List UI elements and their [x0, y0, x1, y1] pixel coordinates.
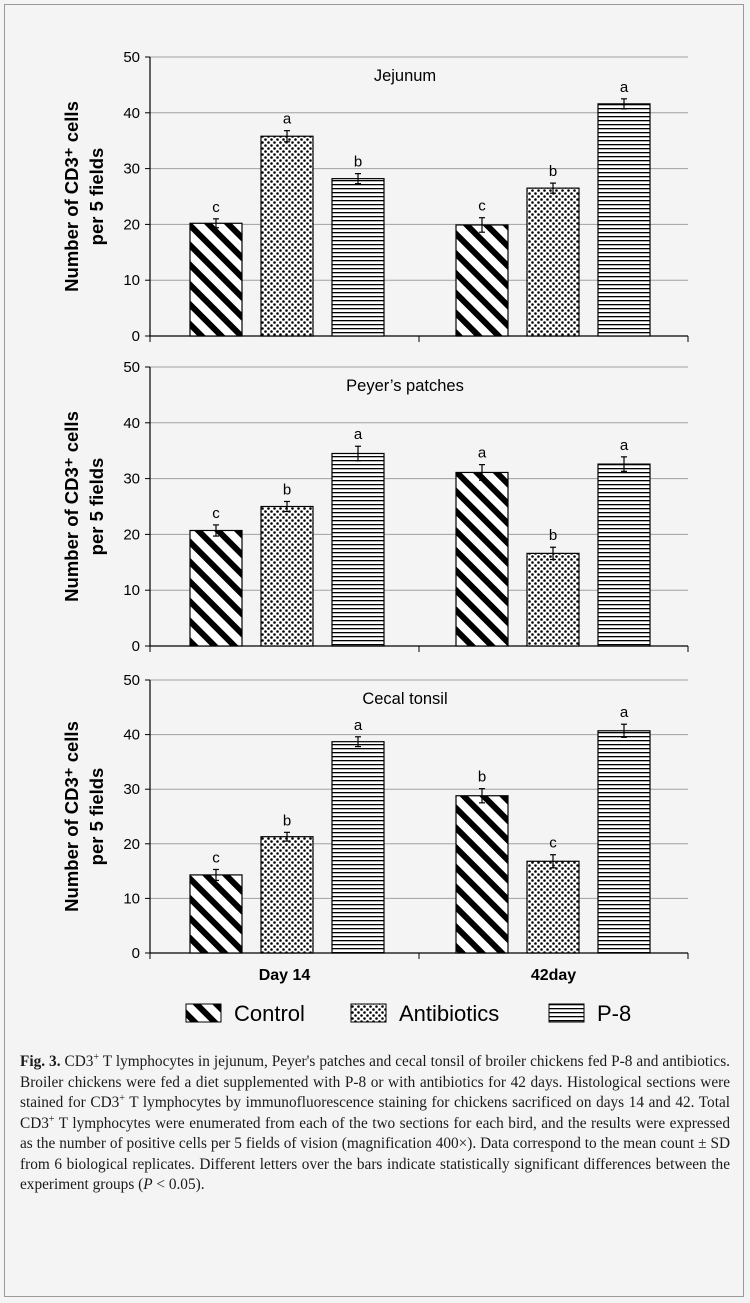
y-tick-label: 50: [123, 672, 140, 689]
y-axis-label: Number of CD3⁺ cells per 5 fields: [61, 411, 107, 602]
caption-p: P: [143, 1176, 153, 1193]
figure-caption: Fig. 3. CD3+ T lymphocytes in jejunum, P…: [20, 1052, 730, 1196]
caption-text-1: CD3: [60, 1053, 94, 1070]
chart-title: Jejunum: [374, 67, 436, 85]
y-tick-label: 50: [123, 359, 140, 376]
chart-panel-1: 0 10 20 30 40 50 Jejunum Number of CD3⁺ cells pe…: [61, 49, 689, 345]
significance-letter: b: [283, 812, 291, 829]
y-tick-label: 10: [123, 582, 140, 599]
legend-label: Control: [234, 1001, 305, 1026]
y-tick-label: 30: [123, 471, 140, 488]
significance-letter: a: [620, 79, 629, 96]
y-tick-label: 20: [123, 836, 140, 853]
significance-letter: a: [478, 445, 487, 462]
y-tick-label: 40: [123, 105, 140, 122]
chart-panel-3: 0 10 20 30 40 50 Cecal tonsil Number of CD3⁺ ce…: [61, 672, 689, 962]
bar-p-8: [331, 741, 385, 954]
bar-control: [455, 471, 509, 647]
y-axis-label-line-2: per 5 fields: [86, 148, 107, 246]
y-axis-label-line-1: Number of CD3⁺ cells: [61, 101, 82, 292]
y-tick-label: 40: [123, 727, 140, 744]
legend-item-p-8: P-8: [548, 1001, 631, 1026]
caption-label: Fig. 3.: [20, 1053, 61, 1070]
significance-letter: a: [354, 426, 363, 443]
significance-letter: c: [549, 835, 557, 852]
bar-antibiotics: [526, 187, 580, 337]
bar-p-8: [597, 730, 651, 954]
bar-p-8: [331, 452, 385, 647]
bar-p-8: [331, 178, 385, 337]
legend-swatch: [548, 1003, 585, 1023]
y-axis-label: Number of CD3⁺ cells per 5 fields: [61, 721, 107, 912]
caption-sup-3: +: [48, 1113, 55, 1125]
figure-frame: [4, 4, 744, 1297]
y-tick-label: 50: [123, 49, 140, 66]
y-tick-label: 0: [132, 945, 140, 962]
significance-letter: b: [549, 163, 557, 180]
significance-letter: a: [354, 717, 363, 734]
y-tick-label: 0: [132, 328, 140, 345]
significance-letter: a: [283, 111, 292, 128]
legend-swatch: [350, 1003, 387, 1023]
legend-swatch: [185, 1003, 222, 1023]
significance-letter: c: [212, 199, 220, 216]
caption-text-4: T lymphocytes were enumerated from each …: [20, 1114, 730, 1194]
y-tick-label: 10: [123, 272, 140, 289]
chart-title: Peyer’s patches: [346, 377, 464, 395]
bar-p-8: [597, 103, 651, 337]
x-category-label: 42day: [531, 967, 576, 984]
significance-letter: b: [478, 769, 486, 786]
caption-text-2: T lymphocytes in jejunum, Peyer's patche…: [20, 1053, 730, 1111]
y-axis-label-line-1: Number of CD3⁺ cells: [61, 411, 82, 602]
chart-title: Cecal tonsil: [362, 690, 447, 708]
significance-letter: a: [620, 437, 629, 454]
significance-letter: b: [549, 527, 557, 544]
bar-control: [189, 874, 243, 954]
bar-control: [455, 795, 509, 954]
significance-letter: c: [212, 849, 220, 866]
bar-control: [189, 222, 243, 337]
legend-label: Antibiotics: [399, 1001, 499, 1026]
significance-letter: a: [620, 704, 629, 721]
x-category-label: Day 14: [259, 967, 311, 984]
bar-antibiotics: [526, 860, 580, 954]
legend-label: P-8: [597, 1001, 631, 1026]
significance-letter: c: [212, 505, 220, 522]
significance-letter: c: [478, 198, 486, 215]
y-axis-label-line-1: Number of CD3⁺ cells: [61, 721, 82, 912]
caption-sup-2: +: [119, 1092, 125, 1104]
bar-antibiotics: [526, 552, 580, 647]
bar-antibiotics: [260, 505, 314, 647]
bar-antibiotics: [260, 836, 314, 954]
chart-panel-2: 0 10 20 30 40 50 Peyer’s patches Number of CD3⁺…: [61, 359, 689, 655]
y-tick-label: 20: [123, 526, 140, 543]
bar-control: [455, 224, 509, 337]
bar-control: [189, 529, 243, 647]
significance-letter: b: [354, 154, 362, 171]
legend-item-antibiotics: Antibiotics: [350, 1001, 499, 1026]
y-tick-label: 30: [123, 161, 140, 178]
bar-antibiotics: [260, 135, 314, 337]
y-tick-label: 30: [123, 781, 140, 798]
y-axis-label-line-2: per 5 fields: [86, 458, 107, 556]
caption-sup-1: +: [93, 1051, 100, 1063]
y-axis-label-line-2: per 5 fields: [86, 768, 107, 866]
legend-item-control: Control: [185, 1001, 305, 1026]
y-tick-label: 20: [123, 216, 140, 233]
y-tick-label: 0: [132, 638, 140, 655]
caption-text-5: < 0.05).: [152, 1176, 205, 1193]
caption-text-3: T lymphocytes by immunofluorescence stai…: [20, 1094, 730, 1132]
y-axis-label: Number of CD3⁺ cells per 5 fields: [61, 101, 107, 292]
y-tick-label: 40: [123, 415, 140, 432]
bar-p-8: [597, 463, 651, 647]
significance-letter: b: [283, 481, 291, 498]
y-tick-label: 10: [123, 890, 140, 907]
